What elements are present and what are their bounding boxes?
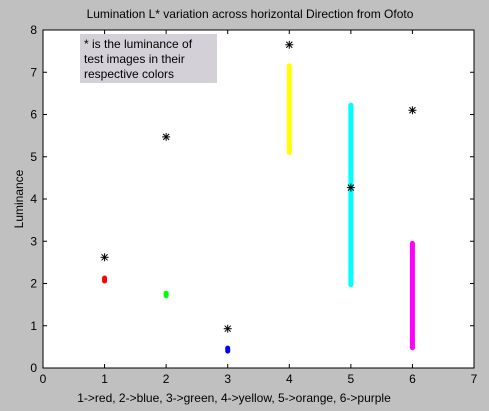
asterisk-point	[100, 253, 109, 262]
x-tick-label: 0	[40, 372, 47, 386]
annotation-line-2: test images in their	[84, 52, 185, 66]
chart-marks	[100, 40, 417, 354]
y-tick-label: 4	[30, 192, 37, 206]
x-tick-label: 2	[163, 372, 170, 386]
x-tick-label: 6	[409, 372, 416, 386]
annotation-line-3: respective colors	[84, 67, 174, 81]
y-tick-label: 6	[30, 108, 37, 122]
asterisk-point	[285, 40, 294, 49]
y-tick-label: 7	[30, 65, 37, 79]
asterisk-point	[346, 183, 355, 192]
y-tick-label: 2	[30, 277, 37, 291]
x-tick-label: 5	[348, 372, 355, 386]
y-tick-label: 0	[30, 361, 37, 375]
y-axis-label: Luminance	[12, 169, 26, 228]
x-tick-label: 7	[471, 372, 478, 386]
y-tick-label: 5	[30, 150, 37, 164]
legend-annotation-box: * is the luminance of test images in the…	[80, 34, 217, 83]
x-tick-label: 1	[101, 372, 108, 386]
chart-title: Lumination L* variation across horizonta…	[87, 7, 414, 21]
x-tick-label: 3	[224, 372, 231, 386]
y-axis: 0 1 2 3 4 5 6 7 8	[30, 23, 474, 375]
x-axis-label: 1->red, 2->blue, 3->green, 4->yellow, 5-…	[77, 391, 391, 405]
y-tick-label: 3	[30, 234, 37, 248]
asterisk-point	[223, 324, 232, 333]
annotation-line-1: * is the luminance of	[84, 37, 193, 51]
asterisk-point	[408, 106, 417, 115]
y-tick-label: 8	[30, 23, 37, 37]
plot-area	[42, 29, 475, 369]
x-axis: 0 1 2 3 4 5 6 7	[40, 30, 478, 386]
asterisk-point	[162, 132, 171, 141]
x-tick-label: 4	[286, 372, 293, 386]
y-tick-label: 1	[30, 319, 37, 333]
